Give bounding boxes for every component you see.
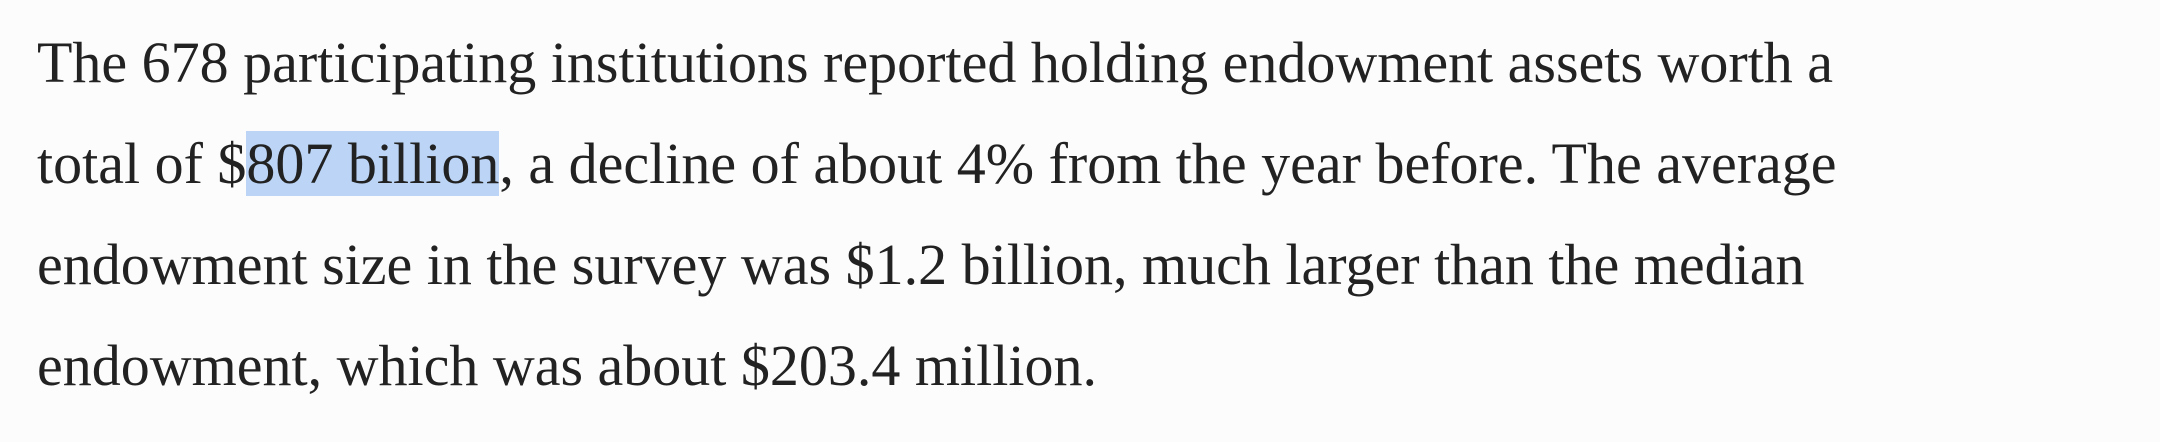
selected-text[interactable]: 807 billion — [246, 131, 500, 196]
text: total of $ — [37, 131, 247, 196]
text-line: endowment, which was about $203.4 millio… — [37, 333, 1097, 398]
paragraph: The 678 participating institutions repor… — [37, 12, 1837, 416]
text-line: The 678 participating institutions repor… — [37, 30, 1834, 95]
text-line: endowment size in the survey was $1.2 bi… — [37, 232, 1805, 297]
text: , a decline of about 4% from the year be… — [499, 131, 1837, 196]
text-line: total of $807 billion, a decline of abou… — [37, 113, 1837, 214]
